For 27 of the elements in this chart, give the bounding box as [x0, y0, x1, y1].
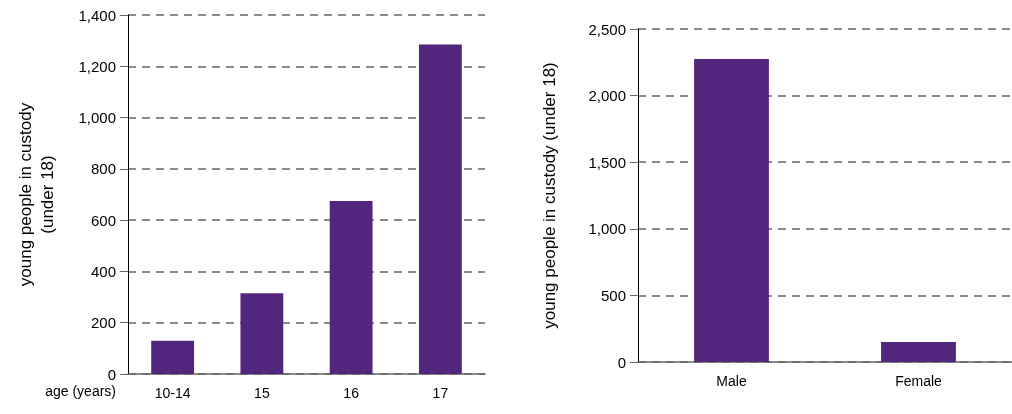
- y-tick-label: 2,000: [588, 87, 626, 105]
- x-tick-label: Male: [716, 373, 747, 389]
- x-tick-label: 15: [254, 385, 270, 401]
- y-tick-label: 1,500: [588, 153, 626, 171]
- y-tick-label: 1,200: [78, 57, 116, 75]
- y-axis-title: young people in custody (under 18): [15, 102, 57, 287]
- y-tick-label: 200: [90, 314, 116, 332]
- bar: [151, 340, 195, 374]
- y-tick-label: 600: [90, 211, 116, 229]
- bar: [329, 200, 373, 374]
- x-tick-label: 16: [343, 385, 360, 401]
- x-tick-label: 17: [432, 385, 449, 401]
- y-tick-label: 0: [617, 353, 626, 371]
- bar: [240, 293, 284, 374]
- y-tick-label: 500: [600, 286, 626, 304]
- y-tick-label: 1,000: [78, 109, 116, 127]
- y-tick-label: 1,000: [588, 220, 626, 238]
- y-tick-label: 0: [107, 365, 116, 383]
- y-tick-label: 800: [90, 160, 116, 178]
- bar: [418, 44, 462, 374]
- x-tick-label: Female: [895, 373, 943, 389]
- y-tick-label: 2,500: [588, 20, 626, 38]
- x-tick-label: 10-14: [154, 385, 191, 401]
- y-tick-label: 1,400: [78, 6, 116, 24]
- x-axis-title: age (years): [45, 383, 116, 399]
- y-tick-label: 400: [90, 262, 116, 280]
- y-axis-title: young people in custody (under 18): [539, 62, 559, 329]
